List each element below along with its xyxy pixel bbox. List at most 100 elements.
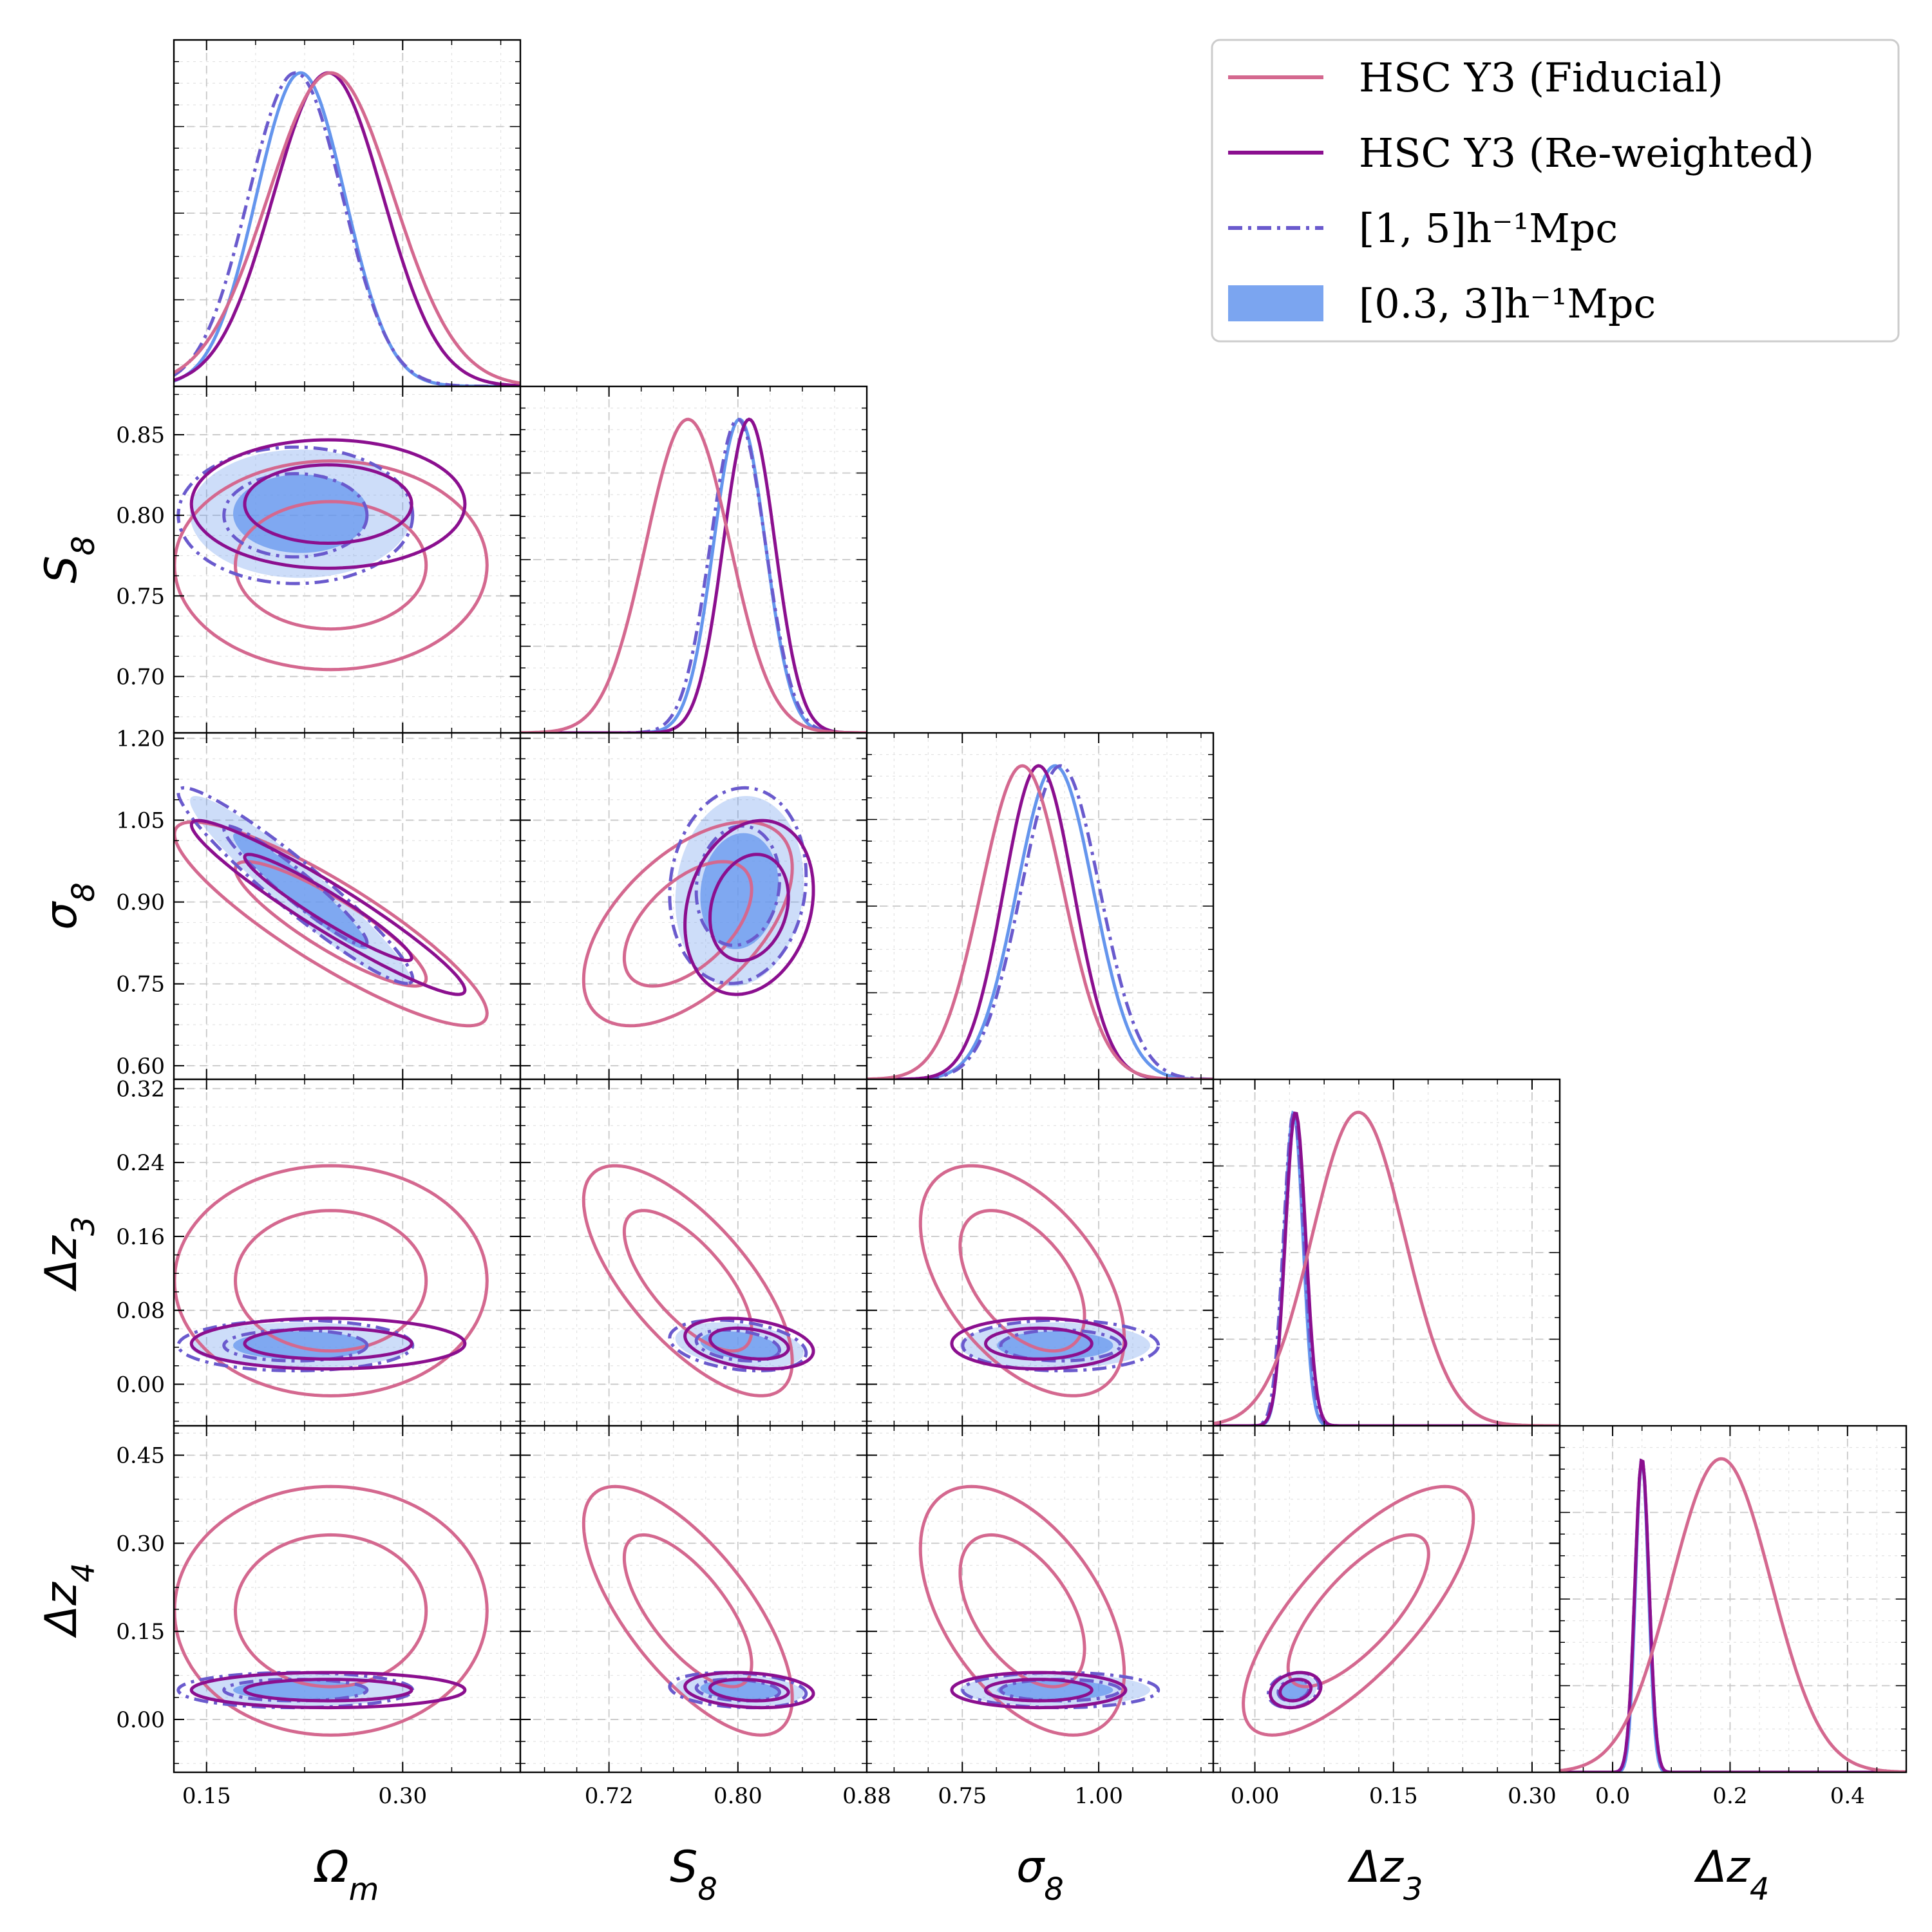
panel-background xyxy=(174,386,520,733)
x-axis-label: Δz4 xyxy=(1694,1842,1770,1908)
x-axis-label-subscript: m xyxy=(349,1871,379,1908)
contour-68-solid xyxy=(708,853,790,962)
y-axis-label-subscript: 8 xyxy=(66,536,102,556)
panel-dz3-Om: 0.00 0.08 0.16 0.24 0.32 Δz3 xyxy=(36,1076,522,1427)
density-curve-solid xyxy=(520,417,867,733)
panel-background xyxy=(867,1426,1213,1772)
contour-68-solid xyxy=(983,1326,1094,1361)
contour-68-dashdot xyxy=(222,824,369,947)
y-tick-label: 0.30 xyxy=(116,1531,165,1557)
y-tick-label: 0.00 xyxy=(116,1372,165,1397)
legend-frame xyxy=(1211,39,1900,343)
contour-95-solid xyxy=(918,1484,1126,1737)
contour-68-dashdot xyxy=(694,1328,782,1363)
contour-95-solid xyxy=(683,819,815,996)
panel-background xyxy=(520,1426,867,1772)
contour-68-solid xyxy=(233,500,428,631)
y-tick-label: 0.80 xyxy=(116,503,165,529)
x-axis-label-subscript: 3 xyxy=(1403,1871,1423,1908)
density-curve-solid xyxy=(520,417,867,733)
x-tick-label: 0.72 xyxy=(585,1783,634,1809)
x-axis-label-symbol: Ω xyxy=(314,1842,349,1893)
legend-entry: HSC Y3 (Fiducial) xyxy=(1228,54,1723,101)
y-tick-label: 0.60 xyxy=(116,1054,165,1079)
y-tick-label: 0.24 xyxy=(116,1150,165,1176)
y-axis-label: Δz3 xyxy=(36,1217,102,1293)
panel-background xyxy=(1213,1426,1560,1772)
contour-95-dashdot xyxy=(961,1318,1160,1373)
legend-label: [1, 5]h⁻¹Mpc xyxy=(1359,205,1618,252)
legend-entry: HSC Y3 (Re-weighted) xyxy=(1228,129,1814,176)
x-axis-label: Δz3 xyxy=(1347,1842,1423,1908)
x-tick-label: 0.30 xyxy=(1508,1783,1557,1809)
contour-68-solid xyxy=(243,853,413,962)
contour-95-solid xyxy=(189,1316,467,1371)
x-axis-label-symbol: Δz xyxy=(1347,1842,1405,1893)
panel-S8-Om: 0.70 0.75 0.80 0.85 S8 xyxy=(36,385,522,734)
y-tick-label: 0.16 xyxy=(116,1224,165,1250)
y-axis-label-subscript: 8 xyxy=(66,882,102,902)
panel-background xyxy=(867,1079,1213,1426)
density-curve-solid xyxy=(1560,1457,1906,1772)
contour-95-dashdot xyxy=(668,1318,808,1373)
x-tick-label: 0.80 xyxy=(714,1783,762,1809)
x-axis-label: S8 xyxy=(670,1842,717,1908)
contour-68-dashdot xyxy=(694,824,782,947)
y-axis-label: S8 xyxy=(36,536,102,583)
contour-68-solid xyxy=(1278,1678,1313,1703)
panel-sig8-Om: 0.60 0.75 0.90 1.05 1.20 σ8 xyxy=(36,726,522,1081)
x-axis-label-symbol: S xyxy=(670,1842,697,1893)
y-tick-label: 0.32 xyxy=(116,1076,165,1102)
legend-entry: [1, 5]h⁻¹Mpc xyxy=(1228,205,1618,252)
contour-95-solid xyxy=(683,1316,815,1371)
x-tick-label: 0.75 xyxy=(938,1783,987,1809)
y-axis-label-subscript: 3 xyxy=(66,1217,102,1236)
x-axis-label-subscript: 8 xyxy=(697,1871,717,1908)
contour-95-solid xyxy=(950,1671,1128,1710)
panel-Om-Om xyxy=(173,39,522,388)
contour-68-dashdot xyxy=(999,1328,1122,1363)
panel-dz4-sig8: 0.75 1.00 σ8 xyxy=(866,1425,1215,1908)
contour-95-solid xyxy=(189,1671,467,1710)
panel-background xyxy=(520,733,867,1079)
y-tick-label: 0.70 xyxy=(116,664,165,690)
contour-95-solid xyxy=(189,438,467,570)
legend-label: HSC Y3 (Re-weighted) xyxy=(1359,129,1814,176)
contour-68-solid xyxy=(233,1209,428,1353)
y-axis-label-symbol: Δz xyxy=(36,1235,87,1293)
panel-dz4-S8: 0.72 0.80 0.88 S8 xyxy=(519,1425,891,1908)
legend: HSC Y3 (Fiducial) HSC Y3 (Re-weighted) [1,… xyxy=(1211,39,1900,343)
density-curve-solid xyxy=(1560,1458,1906,1772)
y-axis-label-subscript: 4 xyxy=(66,1563,102,1583)
contour-95-solid xyxy=(1242,1484,1475,1737)
x-axis-label: σ8 xyxy=(1016,1842,1064,1908)
x-axis-label: Ωm xyxy=(314,1842,379,1908)
panel-dz3-S8 xyxy=(519,1078,868,1427)
x-tick-label: 0.2 xyxy=(1712,1783,1747,1809)
contour-68-solid xyxy=(243,1678,413,1703)
x-axis-label-symbol: Δz xyxy=(1694,1842,1751,1893)
contour-68-filled xyxy=(700,1331,779,1359)
contour-68-solid xyxy=(622,860,753,988)
contour-95-solid xyxy=(189,819,467,996)
contour-95-dashdot xyxy=(668,1671,808,1710)
contour-95-solid xyxy=(683,1671,815,1710)
x-tick-label: 0.15 xyxy=(1369,1783,1418,1809)
x-axis-label-subscript: 8 xyxy=(1044,1871,1064,1908)
panel-dz4-dz4: 0.0 0.2 0.4 Δz4 xyxy=(1558,1425,1908,1908)
panel-S8-S8 xyxy=(519,385,868,734)
y-tick-label: 1.05 xyxy=(116,808,165,834)
y-tick-label: 0.90 xyxy=(116,890,165,916)
contour-68-solid xyxy=(233,1533,428,1689)
legend-entry: [0.3, 3]h⁻¹Mpc xyxy=(1228,280,1656,327)
contour-68-solid xyxy=(622,1209,753,1353)
contour-95-solid xyxy=(582,1164,794,1397)
y-tick-label: 1.20 xyxy=(116,726,165,752)
y-tick-label: 0.15 xyxy=(116,1619,165,1645)
x-tick-label: 0.4 xyxy=(1830,1783,1865,1809)
legend-label: HSC Y3 (Fiducial) xyxy=(1359,54,1723,101)
contour-95-solid xyxy=(174,1164,489,1397)
contour-95-dashdot xyxy=(176,1671,415,1710)
y-axis-label: Δz4 xyxy=(36,1563,102,1639)
